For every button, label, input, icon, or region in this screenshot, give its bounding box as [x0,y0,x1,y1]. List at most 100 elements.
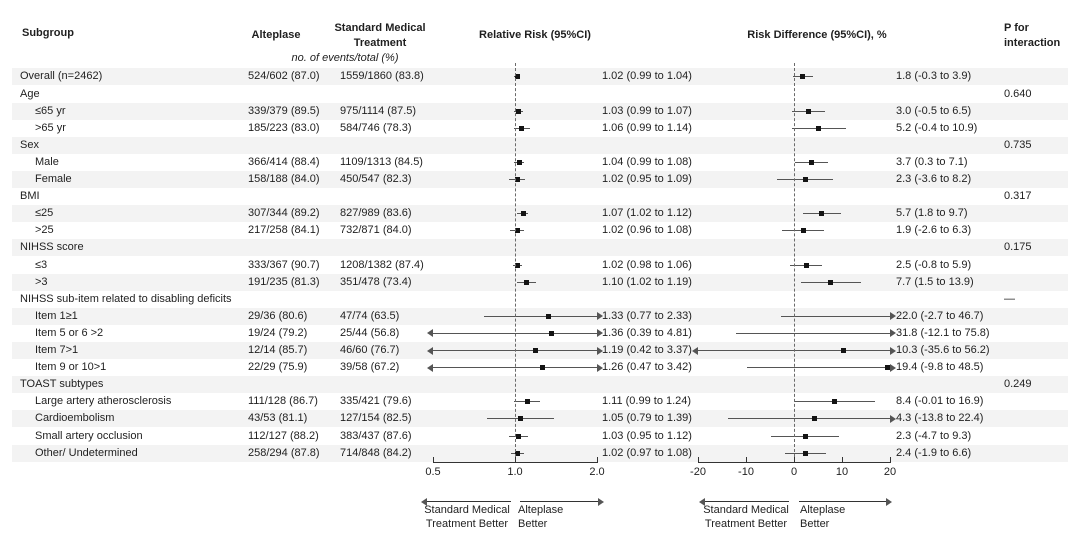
smt-value: 827/989 (83.6) [340,207,412,220]
smt-value: 1208/1382 (87.4) [340,258,424,271]
rd-axis-tick [842,457,843,463]
smt-value: 25/44 (56.8) [340,326,400,339]
rd-right-arrowhead-icon [886,497,892,506]
rr-axis-tick [433,457,434,463]
subgroup-label: Male [35,155,59,168]
rr-point-marker [533,348,539,353]
rr-point-marker [548,330,554,336]
rd-left-arrowhead-icon [699,497,705,506]
table-row: ≤3 333/367 (90.7) 1208/1382 (87.4) 1.02 … [12,257,1068,274]
table-row: NIHSS sub-item related to disabling defi… [12,291,1068,308]
rr-ci-text: 1.04 (0.99 to 1.08) [602,155,692,168]
rr-ci-text: 1.02 (0.95 to 1.09) [602,173,692,185]
rd-point-marker [800,228,806,234]
subgroup-label: Age [20,87,40,100]
rd-point-marker [803,450,809,456]
alteplase-value: 185/223 (83.0) [248,121,320,134]
rr-right-arrowhead-icon [598,497,604,506]
rr-ci-line [484,315,597,317]
subgroup-label: >3 [35,275,48,288]
rd-ci-text: 4.3 (-13.8 to 22.4) [896,412,984,425]
alteplase-value: 29/36 (80.6) [248,309,308,322]
alteplase-value: 19/24 (79.2) [248,326,308,339]
smt-value: 975/1114 (87.5) [340,104,417,117]
rd-clip-arrow-right-icon [890,346,896,355]
table-row: >3 191/235 (81.3) 351/478 (73.4) 1.10 (1… [12,273,1068,291]
alteplase-value: 191/235 (81.3) [248,275,320,288]
subgroup-label: ≤3 [35,258,48,271]
smt-value: 584/746 (78.3) [340,121,412,134]
rr-ci-text: 1.26 (0.47 to 3.42) [602,361,692,374]
alteplase-value: 366/414 (88.4) [248,155,320,168]
column-header-subgroup: Subgroup [22,27,74,39]
table-row: Item 1≥1 29/36 (80.6) 47/74 (63.5) 1.33 … [12,307,1068,325]
rd-axis-tick [794,457,795,463]
alteplase-value: 112/127 (88.2) [248,429,319,442]
p-interaction-value: 0.640 [1004,87,1032,100]
alteplase-value: 524/602 (87.0) [248,70,320,83]
rr-clip-arrow-left-icon [427,329,433,338]
rr-point-marker [517,159,523,165]
rr-clip-arrow-right-icon [597,346,603,355]
column-header-risk-difference: Risk Difference (95%CI), % [747,29,887,41]
rr-clip-arrow-left-icon [427,346,433,355]
table-row: ≤25 307/344 (89.2) 827/989 (83.6) 1.07 (… [12,205,1068,223]
rr-point-marker [514,450,520,456]
rr-point-marker [515,108,521,114]
table-row: Item 5 or 6 >2 19/24 (79.2) 25/44 (56.8)… [12,325,1068,342]
rr-clip-arrow-right-icon [597,329,603,338]
rd-ci-text: 31.8 (-12.1 to 75.8) [896,326,990,339]
rd-smt-better-arrow [705,501,789,502]
rr-ci-text: 1.03 (0.99 to 1.07) [602,104,692,117]
alteplase-value: 217/258 (84.1) [248,224,320,237]
table-row: Other/ Undetermined 258/294 (87.8) 714/8… [12,444,1068,462]
rd-ci-text: 5.7 (1.8 to 9.7) [896,207,968,220]
subgroup-label: Sex [20,138,39,151]
column-header-p-interaction: P for interaction [1004,22,1061,49]
rd-ci-line [781,315,890,317]
rr-point-marker [539,365,545,371]
rd-point-marker [802,433,808,439]
rd-point-marker [831,399,837,405]
rr-ci-text: 1.10 (1.02 to 1.19) [602,275,692,288]
subgroup-label: Large artery atherosclerosis [35,395,172,408]
rd-ci-text: 2.3 (-4.7 to 9.3) [896,429,972,442]
rd-clip-arrow-left-icon [692,346,698,355]
rr-axis-tick [597,457,598,463]
subgroup-label: Small artery occlusion [35,429,143,442]
table-row: Large artery atherosclerosis 111/128 (86… [12,393,1068,410]
subgroup-label: Cardioembolism [35,412,115,425]
table-row: NIHSS score 0.175 [12,239,1068,257]
rd-ci-text: 2.4 (-1.9 to 6.6) [896,446,972,459]
p-interaction-value: 0.735 [1004,138,1032,151]
rd-ci-text: 1.8 (-0.3 to 3.9) [896,70,972,83]
rd-ci-text: 22.0 (-2.7 to 46.7) [896,309,984,322]
table-row: Item 7>1 12/14 (85.7) 46/60 (76.7) 1.19 … [12,342,1068,360]
table-row: Overall (n=2462) 524/602 (87.0) 1559/186… [12,68,1068,86]
rd-alteplase-better-label: Alteplase Better [800,504,846,530]
table-row: Female 158/188 (84.0) 450/547 (82.3) 1.0… [12,171,1068,189]
rd-axis-tick-label: 10 [835,466,849,478]
rr-left-arrowhead-icon [421,497,427,506]
rr-ci-text: 1.02 (0.99 to 1.04) [602,70,692,83]
rd-point-marker [828,279,834,285]
subgroup-label: BMI [20,190,40,203]
rd-axis-tick-label: -10 [738,466,754,478]
rr-smt-better-arrow [427,501,511,502]
table-row: Cardioembolism 43/53 (81.1) 127/154 (82.… [12,410,1068,428]
smt-value: 335/421 (79.6) [340,395,412,408]
rr-ci-text: 1.02 (0.96 to 1.08) [602,224,692,237]
rr-ci-text: 1.36 (0.39 to 4.81) [602,326,692,339]
rd-ci-line [735,332,890,334]
rr-null-line [515,63,516,462]
rd-ci-text: 10.3 (-35.6 to 56.2) [896,344,990,356]
subgroup-label: Female [35,173,72,185]
rd-ci-text: 3.7 (0.3 to 7.1) [896,155,968,168]
p-interaction-value: — [1004,292,1015,305]
subgroup-label: Item 5 or 6 >2 [35,326,104,339]
rd-point-marker [800,74,806,80]
rd-clip-arrow-right-icon [890,312,896,321]
rr-point-marker [524,399,530,405]
subgroup-label: Other/ Undetermined [35,446,138,459]
rr-clip-arrow-left-icon [427,363,433,372]
